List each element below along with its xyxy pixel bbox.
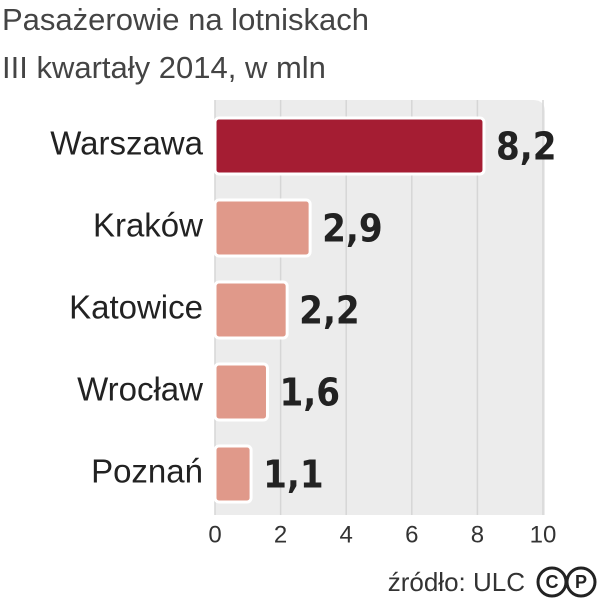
svg-text:C: C — [546, 572, 559, 592]
license-icons: C P — [536, 566, 597, 598]
y-tick-label: Katowice — [69, 289, 203, 326]
value-label: 1,6 — [279, 371, 340, 415]
y-tick-label: Kraków — [93, 207, 203, 244]
y-tick-label: Warszawa — [50, 125, 203, 162]
value-label: 8,2 — [496, 125, 557, 169]
svg-text:P: P — [575, 572, 587, 592]
chart-title: Pasażerowie na lotniskach — [2, 2, 369, 37]
x-tick-label: 2 — [274, 521, 287, 548]
value-label: 2,2 — [299, 289, 360, 333]
bar — [213, 280, 289, 340]
value-label: 1,1 — [263, 453, 324, 497]
source: źródło: ULC — [388, 567, 525, 597]
value-label: 2,9 — [322, 207, 383, 251]
x-tick-label: 6 — [405, 521, 418, 548]
x-tick-label: 4 — [340, 521, 353, 548]
bar — [213, 116, 486, 176]
chart-subtitle: III kwartały 2014, w mln — [2, 50, 326, 85]
bar — [213, 444, 253, 504]
bar — [213, 198, 312, 258]
y-tick-label: Poznań — [91, 453, 203, 490]
bar — [213, 362, 269, 422]
y-tick-label: Wrocław — [77, 371, 203, 408]
x-tick-label: 10 — [530, 521, 557, 548]
x-tick-label: 0 — [208, 521, 221, 548]
x-tick-label: 8 — [471, 521, 484, 548]
